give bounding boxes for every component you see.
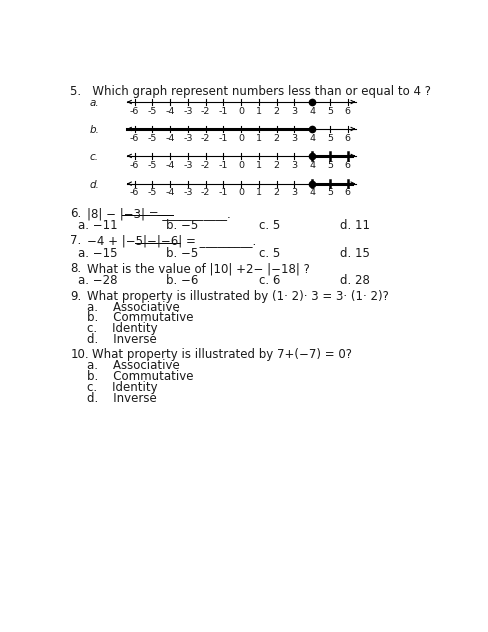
- Text: b. −5: b. −5: [165, 219, 198, 232]
- Text: 5: 5: [327, 161, 333, 169]
- Text: 1: 1: [256, 188, 262, 197]
- Text: b. −5: b. −5: [165, 246, 198, 260]
- Text: b. −6: b. −6: [165, 274, 198, 288]
- Text: b.    Commutative: b. Commutative: [87, 312, 194, 324]
- Text: d. 28: d. 28: [340, 274, 370, 288]
- Text: 9.: 9.: [70, 290, 81, 303]
- Text: d.: d.: [90, 179, 100, 190]
- Text: What is the value of |10| +2− |−18| ?: What is the value of |10| +2− |−18| ?: [87, 262, 310, 275]
- Text: 2: 2: [274, 188, 280, 197]
- Text: 6: 6: [345, 107, 351, 116]
- Text: -4: -4: [165, 107, 175, 116]
- Text: 3: 3: [291, 107, 298, 116]
- Text: 10.: 10.: [70, 348, 89, 362]
- Text: 5: 5: [327, 107, 333, 116]
- Text: c. 5: c. 5: [259, 246, 280, 260]
- Text: 1: 1: [256, 133, 262, 143]
- Text: d. 11: d. 11: [340, 219, 370, 232]
- Text: -3: -3: [183, 133, 193, 143]
- Text: 0: 0: [238, 133, 244, 143]
- Text: a. −28: a. −28: [78, 274, 118, 288]
- Text: 1: 1: [256, 107, 262, 116]
- Text: -3: -3: [183, 188, 193, 197]
- Text: -1: -1: [219, 161, 228, 169]
- Text: 2: 2: [274, 133, 280, 143]
- Text: 4: 4: [309, 107, 315, 116]
- Text: 3: 3: [291, 188, 298, 197]
- Text: 3: 3: [291, 133, 298, 143]
- Text: -3: -3: [183, 161, 193, 169]
- Text: 6.: 6.: [70, 207, 81, 220]
- Text: d. 15: d. 15: [340, 246, 370, 260]
- Text: -1: -1: [219, 188, 228, 197]
- Text: 4: 4: [309, 161, 315, 169]
- Text: -2: -2: [201, 188, 210, 197]
- Text: 0: 0: [238, 188, 244, 197]
- Text: What property is illustrated by (1· 2)· 3 = 3· (1· 2)?: What property is illustrated by (1· 2)· …: [87, 290, 389, 303]
- Text: |8| − |−3| = ___________.: |8| − |−3| = ___________.: [87, 207, 231, 220]
- Text: 4: 4: [309, 188, 315, 197]
- Text: -6: -6: [130, 133, 139, 143]
- Text: 1: 1: [256, 161, 262, 169]
- Text: a.    Associative: a. Associative: [87, 359, 180, 372]
- Text: c. 6: c. 6: [259, 274, 280, 288]
- Text: d.    Inverse: d. Inverse: [87, 392, 157, 404]
- Text: 7.: 7.: [70, 234, 81, 248]
- Text: -3: -3: [183, 107, 193, 116]
- Text: 6: 6: [345, 161, 351, 169]
- Text: -1: -1: [219, 133, 228, 143]
- Text: -5: -5: [148, 161, 157, 169]
- Text: -6: -6: [130, 161, 139, 169]
- Text: 6: 6: [345, 188, 351, 197]
- Text: -6: -6: [130, 107, 139, 116]
- Text: c. 5: c. 5: [259, 219, 280, 232]
- Text: -2: -2: [201, 107, 210, 116]
- Text: 2: 2: [274, 107, 280, 116]
- Text: What property is illustrated by 7+(−7) = 0?: What property is illustrated by 7+(−7) =…: [92, 348, 352, 362]
- Text: a. −11: a. −11: [78, 219, 118, 232]
- Text: 2: 2: [274, 161, 280, 169]
- Text: c.    Identity: c. Identity: [87, 322, 158, 335]
- Text: c.: c.: [90, 152, 99, 162]
- Text: -5: -5: [148, 107, 157, 116]
- Text: 5: 5: [327, 133, 333, 143]
- Text: -4: -4: [165, 161, 175, 169]
- Text: -5: -5: [148, 133, 157, 143]
- Text: a. −15: a. −15: [78, 246, 118, 260]
- Text: 4: 4: [309, 133, 315, 143]
- Text: d.    Inverse: d. Inverse: [87, 333, 157, 346]
- Text: 5.   Which graph represent numbers less than or equal to 4 ?: 5. Which graph represent numbers less th…: [70, 85, 431, 98]
- Text: 6: 6: [345, 133, 351, 143]
- Text: -4: -4: [165, 133, 175, 143]
- Text: 3: 3: [291, 161, 298, 169]
- Text: -4: -4: [165, 188, 175, 197]
- Text: a.    Associative: a. Associative: [87, 301, 180, 313]
- Text: 0: 0: [238, 107, 244, 116]
- Text: b.    Commutative: b. Commutative: [87, 370, 194, 383]
- Text: c.    Identity: c. Identity: [87, 380, 158, 394]
- Text: a.: a.: [90, 98, 99, 108]
- Text: -6: -6: [130, 188, 139, 197]
- Text: -2: -2: [201, 161, 210, 169]
- Text: −4 + |−5|−|−6| = _________.: −4 + |−5|−|−6| = _________.: [87, 234, 257, 248]
- Text: -2: -2: [201, 133, 210, 143]
- Text: 8.: 8.: [70, 262, 81, 275]
- Text: -1: -1: [219, 107, 228, 116]
- Text: 0: 0: [238, 161, 244, 169]
- Text: 5: 5: [327, 188, 333, 197]
- Text: b.: b.: [90, 125, 100, 135]
- Text: -5: -5: [148, 188, 157, 197]
